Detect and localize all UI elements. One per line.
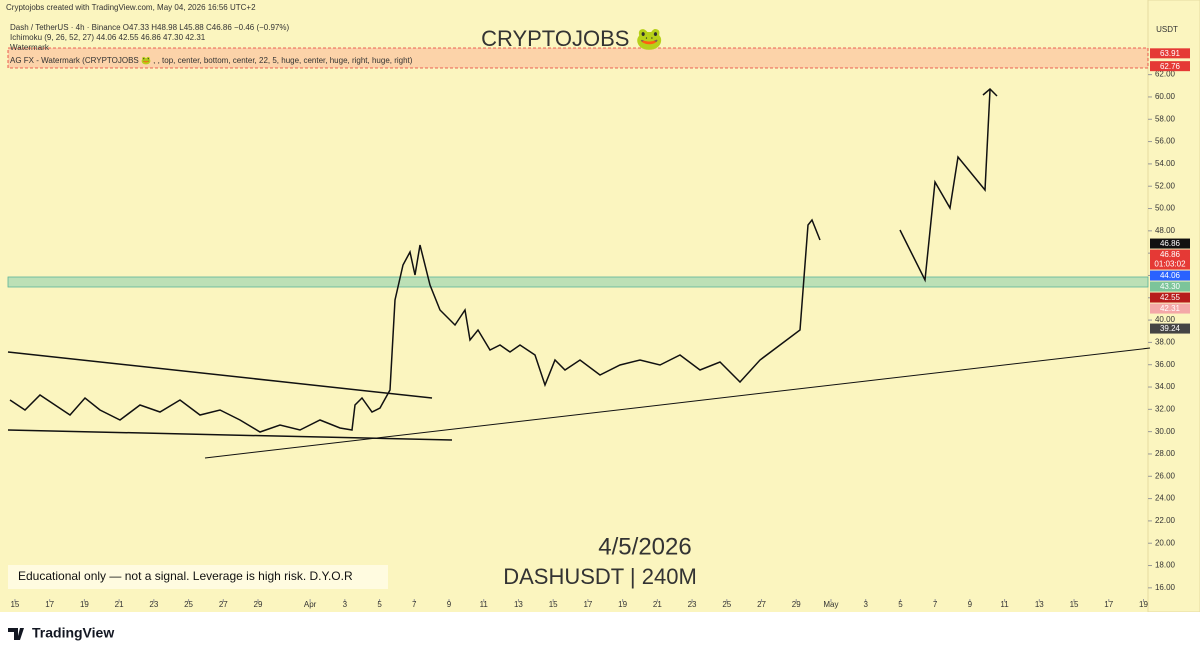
y-tick-label: 48.00: [1155, 226, 1176, 235]
projection-arrowhead: [982, 87, 998, 97]
y-tick-label: 28.00: [1155, 449, 1176, 458]
price-label: 46.86: [1160, 250, 1181, 259]
currency: USDT: [1156, 25, 1178, 34]
agfx-line: AG FX - Watermark (CRYPTOJOBS 🐸 , , top,…: [10, 56, 413, 65]
y-tick-label: 52.00: [1155, 181, 1176, 190]
y-tick-label: 50.00: [1155, 204, 1176, 213]
x-tick-label: 27: [757, 600, 766, 609]
support-zone: [7, 276, 1149, 288]
y-tick-label: 54.00: [1155, 159, 1176, 168]
price-label-box: [1150, 292, 1190, 303]
x-tick-label: 21: [115, 600, 124, 609]
fractal-line: [9, 218, 821, 433]
symbol-line: Dash / TetherUS · 4h · Binance O47.33 H4…: [10, 23, 289, 32]
price-label: 43.30: [1160, 282, 1181, 291]
y-tick-label: 58.00: [1155, 114, 1176, 123]
y-tick-label: 18.00: [1155, 561, 1176, 570]
disclaimer: Educational only — not a signal. Leverag…: [18, 569, 353, 583]
price-label: 42.31: [1160, 304, 1181, 313]
x-tick-label: 19: [80, 600, 89, 609]
x-tick-label: 5: [377, 600, 382, 609]
x-tick-label: 27: [219, 600, 228, 609]
x-tick-label: 15: [549, 600, 558, 609]
price-label-box: [1150, 238, 1190, 249]
y-tick-label: 56.00: [1155, 137, 1176, 146]
y-tick-label: 36.00: [1155, 360, 1176, 369]
pair-text: DASHUSDT | 240M: [503, 564, 697, 589]
resistance-zone: [7, 47, 1149, 69]
price-label: 63.91: [1160, 49, 1181, 58]
x-tick-label: 11: [1000, 600, 1009, 609]
price-label-box: [1150, 281, 1190, 292]
x-tick-label: 3: [863, 600, 868, 609]
price-label: 46.86: [1160, 239, 1181, 248]
chart-background: [0, 0, 1200, 612]
x-tick-label: 17: [1104, 600, 1113, 609]
x-tick-label: 9: [968, 600, 973, 609]
x-tick-label: 17: [583, 600, 592, 609]
price-label-box: [1150, 323, 1190, 334]
x-tick-label: 17: [45, 600, 54, 609]
x-tick-label: 7: [412, 600, 417, 609]
watermark: CRYPTOJOBS 🐸: [481, 26, 663, 51]
date-text: 4/5/2026: [598, 533, 691, 560]
x-tick-label: 9: [447, 600, 452, 609]
ichimoku-line: Ichimoku (9, 26, 52, 27) 44.06 42.55 46.…: [10, 33, 206, 42]
y-tick-label: 60.00: [1155, 92, 1176, 101]
x-tick-label: 13: [1035, 600, 1044, 609]
credit: Cryptojobs created with TradingView.com,…: [6, 3, 256, 12]
price-label: 42.55: [1160, 293, 1181, 302]
x-tick-label: 15: [1070, 600, 1079, 609]
brand-logo: [8, 628, 24, 640]
y-tick-label: 38.00: [1155, 338, 1176, 347]
brand: TradingView: [32, 625, 114, 641]
x-tick-label: May: [823, 600, 838, 609]
watermark-line: Watermark: [10, 43, 50, 52]
y-tick-label: 34.00: [1155, 382, 1176, 391]
x-tick-label: 19: [618, 600, 627, 609]
wedge-top: [7, 351, 433, 399]
x-tick-label: 21: [653, 600, 662, 609]
y-tick-label: 16.00: [1155, 583, 1176, 592]
price-label-box: [1150, 61, 1190, 72]
footer: [0, 612, 1200, 654]
price-label: 39.24: [1160, 324, 1181, 333]
x-tick-label: 5: [898, 600, 903, 609]
projection-line: [899, 89, 991, 283]
y-tick-label: 32.00: [1155, 404, 1176, 413]
price-label-box: [1150, 48, 1190, 59]
y-tick-label: 26.00: [1155, 471, 1176, 480]
x-tick-label: 13: [514, 600, 523, 609]
x-tick-label: 11: [480, 600, 489, 609]
y-tick-label: 20.00: [1155, 538, 1176, 547]
price-label: 62.76: [1160, 62, 1181, 71]
y-tick-label: 30.00: [1155, 427, 1176, 436]
x-tick-label: 3: [343, 600, 348, 609]
x-tick-label: 23: [149, 600, 158, 609]
support-trendline: [204, 347, 1151, 459]
x-tick-label: 7: [933, 600, 938, 609]
x-tick-label: Apr: [304, 600, 317, 609]
price-label-box: [1150, 249, 1190, 270]
price-label-box: [1150, 303, 1190, 314]
plot: 16.00 18.00 20.00 22.00 24.00 26.00 28.00 30.00…: [10, 48, 1190, 609]
disclaimer-box: [8, 565, 388, 589]
price-label-countdown: 01:03:02: [1154, 260, 1186, 269]
x-tick-label: 23: [688, 600, 697, 609]
x-tick-label: 25: [722, 600, 731, 609]
y-tick-label: 40.00: [1155, 315, 1176, 324]
x-tick-label: 19: [1139, 600, 1148, 609]
y-tick-label: 22.00: [1155, 516, 1176, 525]
price-label-box: [1150, 270, 1190, 281]
x-tick-label: 15: [10, 600, 19, 609]
x-tick-label: 29: [792, 600, 801, 609]
x-tick-label: 25: [184, 600, 193, 609]
price-label: 44.06: [1160, 271, 1181, 280]
y-tick-label: 62.00: [1155, 70, 1176, 79]
x-tick-label: 29: [254, 600, 263, 609]
y-tick-label: 24.00: [1155, 494, 1176, 503]
